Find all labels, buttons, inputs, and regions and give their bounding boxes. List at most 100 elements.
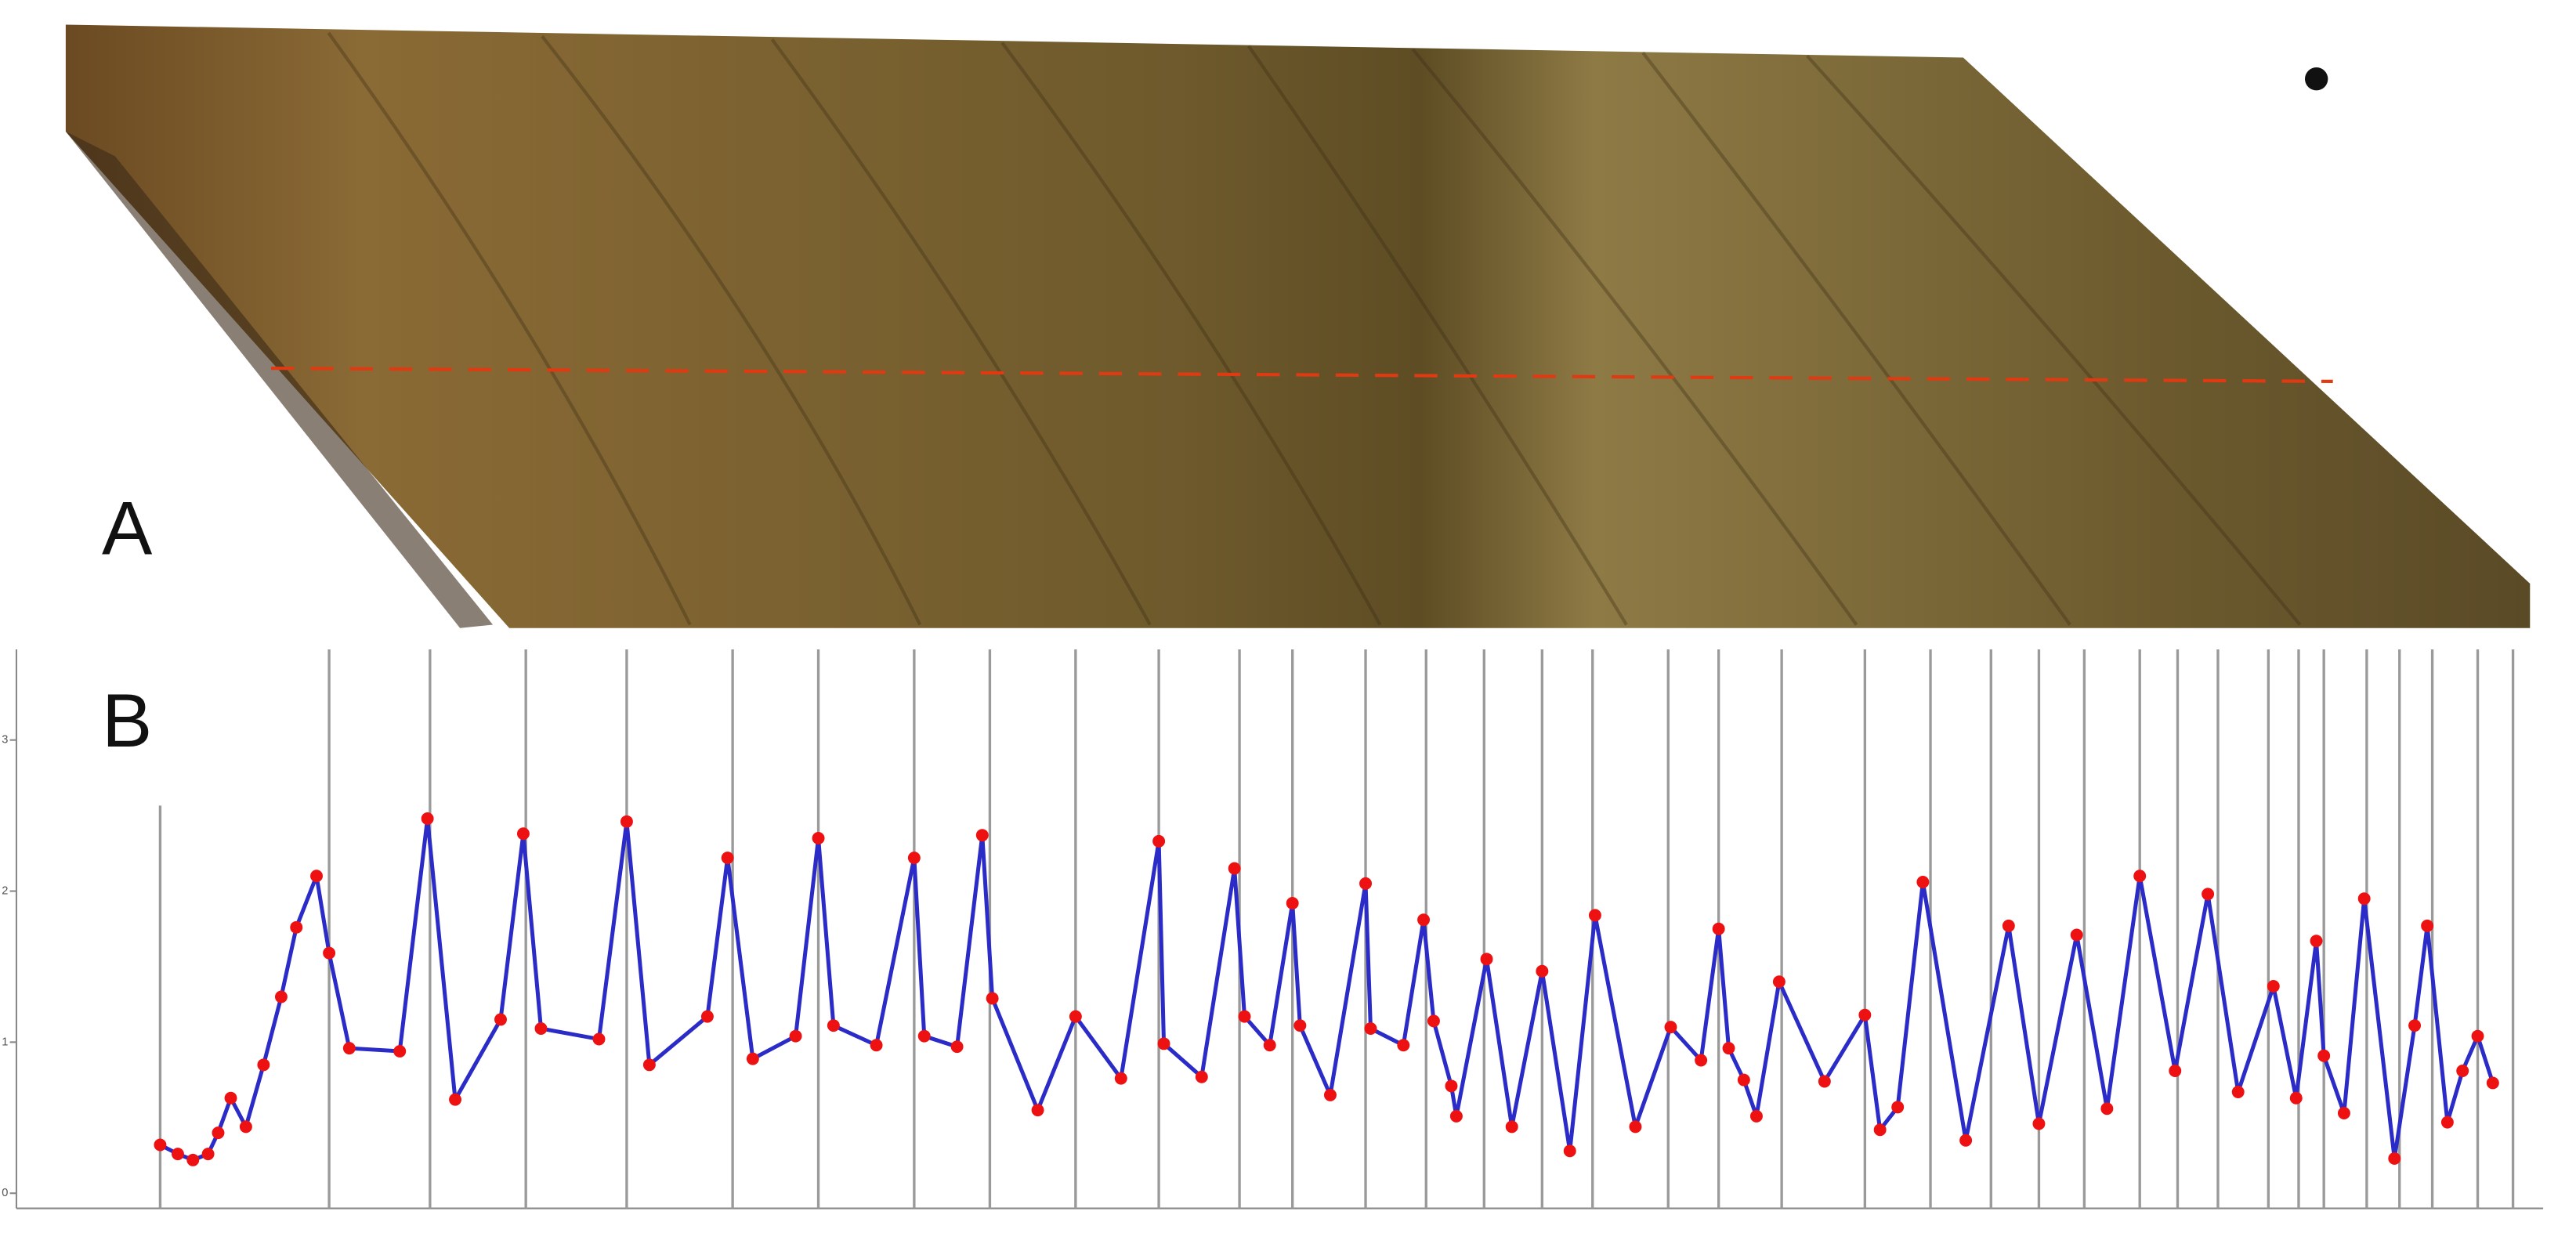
data-point xyxy=(2133,870,2147,883)
data-point xyxy=(186,1153,200,1166)
data-point xyxy=(1449,1109,1463,1123)
data-point xyxy=(827,1019,840,1032)
data-point xyxy=(2289,1091,2303,1105)
data-point xyxy=(239,1120,252,1134)
data-point xyxy=(2100,1102,2114,1115)
data-point xyxy=(224,1091,237,1105)
data-point xyxy=(1480,953,1493,966)
specimen-image xyxy=(65,24,2531,628)
data-point xyxy=(212,1126,225,1140)
data-point xyxy=(2317,1049,2331,1062)
data-point xyxy=(2202,888,2215,901)
data-point xyxy=(2456,1065,2469,1078)
data-point xyxy=(2486,1076,2499,1090)
data-point xyxy=(1891,1101,1905,1114)
data-point xyxy=(154,1138,167,1152)
data-point xyxy=(620,815,633,828)
data-point xyxy=(1417,913,1431,927)
data-point xyxy=(1427,1014,1440,1028)
data-point xyxy=(2440,1115,2454,1129)
data-point xyxy=(1114,1072,1127,1085)
data-point xyxy=(1588,909,1601,922)
data-point xyxy=(1031,1104,1044,1117)
y-tick-label: 1 xyxy=(2,1036,8,1048)
data-point xyxy=(2267,980,2280,993)
data-point xyxy=(1749,1109,1763,1123)
data-point xyxy=(870,1039,883,1052)
data-point xyxy=(789,1029,802,1043)
data-point xyxy=(1359,877,1372,890)
data-point xyxy=(1152,834,1166,848)
data-point xyxy=(1293,1019,1307,1032)
data-point xyxy=(1157,1037,1170,1050)
data-point xyxy=(2388,1152,2401,1165)
data-point xyxy=(1505,1120,1518,1134)
data-point xyxy=(494,1013,507,1026)
data-point xyxy=(1722,1042,1735,1055)
data-point xyxy=(1873,1123,1887,1137)
data-point xyxy=(746,1052,759,1065)
data-point xyxy=(1664,1021,1677,1034)
y-tick-label: 0 xyxy=(2,1187,8,1199)
data-point xyxy=(342,1042,356,1055)
data-point xyxy=(2471,1029,2484,1043)
data-point xyxy=(516,827,530,841)
data-point xyxy=(534,1022,548,1036)
data-point xyxy=(1238,1010,1251,1023)
data-point xyxy=(1397,1039,1410,1052)
data-point xyxy=(986,992,999,1005)
data-point xyxy=(1069,1010,1082,1023)
data-point xyxy=(2169,1065,2182,1078)
data-point xyxy=(917,1029,931,1043)
data-point xyxy=(393,1044,407,1058)
data-point xyxy=(1629,1120,1642,1134)
data-point xyxy=(2337,1107,2350,1119)
data-point xyxy=(2421,919,2434,932)
data-point xyxy=(1263,1039,1276,1052)
specimen-edge xyxy=(65,131,494,628)
data-point xyxy=(2032,1117,2046,1130)
data-point xyxy=(2002,919,2015,932)
data-point xyxy=(1818,1075,1831,1088)
panel-label: B xyxy=(102,679,152,763)
data-point xyxy=(421,812,434,825)
data-point xyxy=(907,852,921,865)
data-point xyxy=(1695,1054,1708,1067)
data-point xyxy=(274,990,288,1003)
dust-spot xyxy=(2305,67,2328,91)
chart-panel: B 0 1 2 3 xyxy=(2,649,2544,1209)
data-point xyxy=(2070,928,2083,942)
photo-panel: A xyxy=(65,24,2531,628)
series-line xyxy=(159,816,2495,1162)
data-point xyxy=(721,852,734,865)
sampling-track xyxy=(270,367,2333,383)
data-point xyxy=(1195,1070,1208,1083)
data-point xyxy=(172,1148,184,1161)
data-point xyxy=(1445,1079,1458,1093)
data-point xyxy=(2357,892,2371,906)
data-point xyxy=(1772,975,1785,989)
data-point xyxy=(1364,1022,1377,1036)
data-point xyxy=(257,1058,270,1072)
y-tick-label: 2 xyxy=(2,884,8,897)
data-point xyxy=(642,1058,656,1072)
data-point xyxy=(1916,875,1930,888)
growth-bands xyxy=(327,31,2302,626)
data-point xyxy=(290,920,303,934)
data-point xyxy=(1536,964,1549,978)
data-point xyxy=(1712,922,1725,935)
data-point xyxy=(1959,1134,1973,1147)
data-point xyxy=(592,1032,606,1046)
panel-label: A xyxy=(102,487,153,571)
data-point xyxy=(1737,1073,1750,1087)
data-point xyxy=(950,1040,964,1054)
data-point xyxy=(310,870,323,883)
data-point xyxy=(1858,1008,1872,1021)
data-point xyxy=(1323,1088,1337,1101)
data-point xyxy=(975,829,989,842)
data-point xyxy=(323,946,336,960)
data-point xyxy=(2408,1019,2422,1032)
data-point xyxy=(1563,1144,1576,1158)
